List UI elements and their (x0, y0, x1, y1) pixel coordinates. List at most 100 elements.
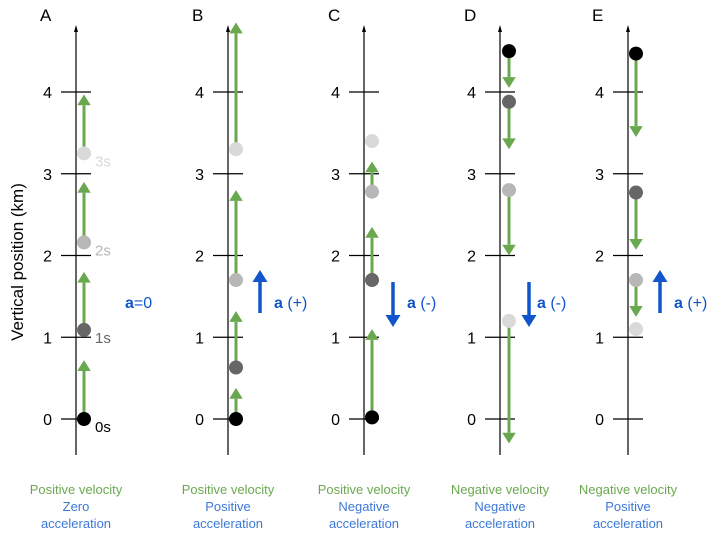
position-dot (629, 322, 643, 337)
acceleration-caption-line1: Negative (338, 499, 389, 514)
panel-letter: E (592, 6, 603, 25)
acceleration-label: a (+) (674, 295, 707, 312)
tick-label: 4 (467, 85, 476, 102)
position-dot (77, 322, 91, 337)
position-dot (629, 185, 643, 200)
tick-label: 2 (331, 249, 340, 266)
velocity-arrow-head (502, 432, 516, 444)
y-axis-label: Vertical position (km) (8, 183, 27, 341)
tick-label: 0 (195, 412, 204, 429)
velocity-caption: Negative velocity (451, 482, 550, 497)
velocity-arrow-head (629, 126, 643, 137)
time-label: 0s (95, 419, 111, 436)
position-dot (229, 412, 243, 426)
velocity-arrow-head (502, 138, 516, 150)
axis-arrowhead (626, 25, 630, 32)
velocity-arrow-head (229, 387, 243, 399)
time-label: 3s (95, 153, 111, 170)
tick-label: 1 (595, 330, 604, 347)
velocity-arrow-head (502, 244, 516, 256)
acceleration-caption-line2: acceleration (329, 516, 399, 531)
acceleration-arrow-head (652, 270, 668, 282)
panel-e: E 0 1 2 3 4 a (+) Negative velocity Positive acce… (579, 6, 708, 531)
velocity-arrow-head (629, 238, 643, 250)
acceleration-sign: (-) (546, 295, 566, 312)
position-dot (502, 44, 516, 59)
acceleration-sign: =0 (134, 295, 152, 312)
velocity-arrow-head (229, 190, 243, 201)
panel-letter: B (192, 6, 203, 25)
position-dot (365, 134, 379, 149)
tick-label: 0 (331, 412, 340, 429)
tick-label: 4 (43, 85, 52, 102)
panel-c: C 0 1 2 3 4 a (-) Positive velocity Negative acce… (318, 6, 437, 531)
tick-label: 4 (195, 85, 204, 102)
tick-label: 0 (43, 412, 52, 429)
acceleration-caption-line2: acceleration (465, 516, 535, 531)
velocity-arrow-head (365, 329, 379, 340)
tick-label: 1 (195, 330, 204, 347)
position-dot (365, 273, 379, 288)
acceleration-caption-line1: Positive (205, 499, 251, 514)
tick-label: 4 (595, 85, 604, 102)
velocity-caption: Positive velocity (30, 482, 123, 497)
panel-letter: A (40, 6, 52, 25)
position-dot (365, 410, 379, 425)
tick-label: 3 (467, 167, 476, 184)
velocity-caption: Positive velocity (318, 482, 411, 497)
panel-letter: D (464, 6, 476, 25)
position-dot (77, 235, 91, 250)
tick-label: 1 (467, 330, 476, 347)
acceleration-symbol: a (537, 295, 546, 312)
acceleration-symbol: a (407, 295, 416, 312)
acceleration-sign: (-) (416, 295, 436, 312)
time-label: 1s (95, 330, 111, 347)
tick-label: 2 (467, 249, 476, 266)
velocity-caption: Negative velocity (579, 482, 678, 497)
velocity-caption: Positive velocity (182, 482, 275, 497)
position-dot (229, 360, 243, 375)
position-dot (629, 273, 643, 288)
tick-label: 2 (195, 249, 204, 266)
acceleration-caption-line1: Negative (474, 499, 525, 514)
time-label: 2s (95, 242, 111, 259)
tick-label: 2 (43, 249, 52, 266)
acceleration-caption-line2: acceleration (193, 516, 263, 531)
acceleration-caption-line2: acceleration (41, 516, 111, 531)
tick-label: 0 (595, 412, 604, 429)
tick-label: 4 (331, 85, 340, 102)
position-dot (502, 94, 516, 109)
position-dot (229, 142, 243, 157)
velocity-arrow-head (77, 271, 91, 283)
tick-label: 1 (331, 330, 340, 347)
velocity-arrow-head (229, 311, 243, 322)
tick-label: 0 (467, 412, 476, 429)
acceleration-label: a=0 (125, 295, 152, 312)
axis-arrowhead (498, 25, 502, 32)
velocity-arrow-head (229, 22, 243, 34)
tick-label: 1 (43, 330, 52, 347)
acceleration-label: a (+) (274, 295, 307, 312)
position-dot (502, 183, 516, 198)
acceleration-label: a (-) (407, 295, 436, 312)
panel-a: A 0 1 2 3 4 0s 1s 2s 3s a=0 Positive velocity Zero ac… (30, 6, 152, 531)
acceleration-caption-line2: acceleration (593, 516, 663, 531)
position-dot (229, 273, 243, 288)
axis-arrowhead (74, 25, 78, 32)
tick-label: 3 (595, 167, 604, 184)
acceleration-symbol: a (674, 295, 683, 312)
position-dot (77, 146, 91, 161)
acceleration-symbol: a (274, 295, 283, 312)
tick-label: 2 (595, 249, 604, 266)
panel-b: B 0 1 2 3 4 a (+) Positive velocity Positive acce… (182, 6, 308, 531)
axis-arrowhead (226, 25, 230, 32)
velocity-arrow-head (502, 77, 516, 88)
acceleration-label: a (-) (537, 295, 566, 312)
tick-label: 3 (43, 167, 52, 184)
acceleration-sign: (+) (283, 295, 307, 312)
acceleration-arrow-head (252, 270, 268, 282)
acceleration-sign: (+) (683, 295, 707, 312)
acceleration-arrow-head (521, 315, 537, 327)
velocity-arrow-head (77, 181, 91, 193)
